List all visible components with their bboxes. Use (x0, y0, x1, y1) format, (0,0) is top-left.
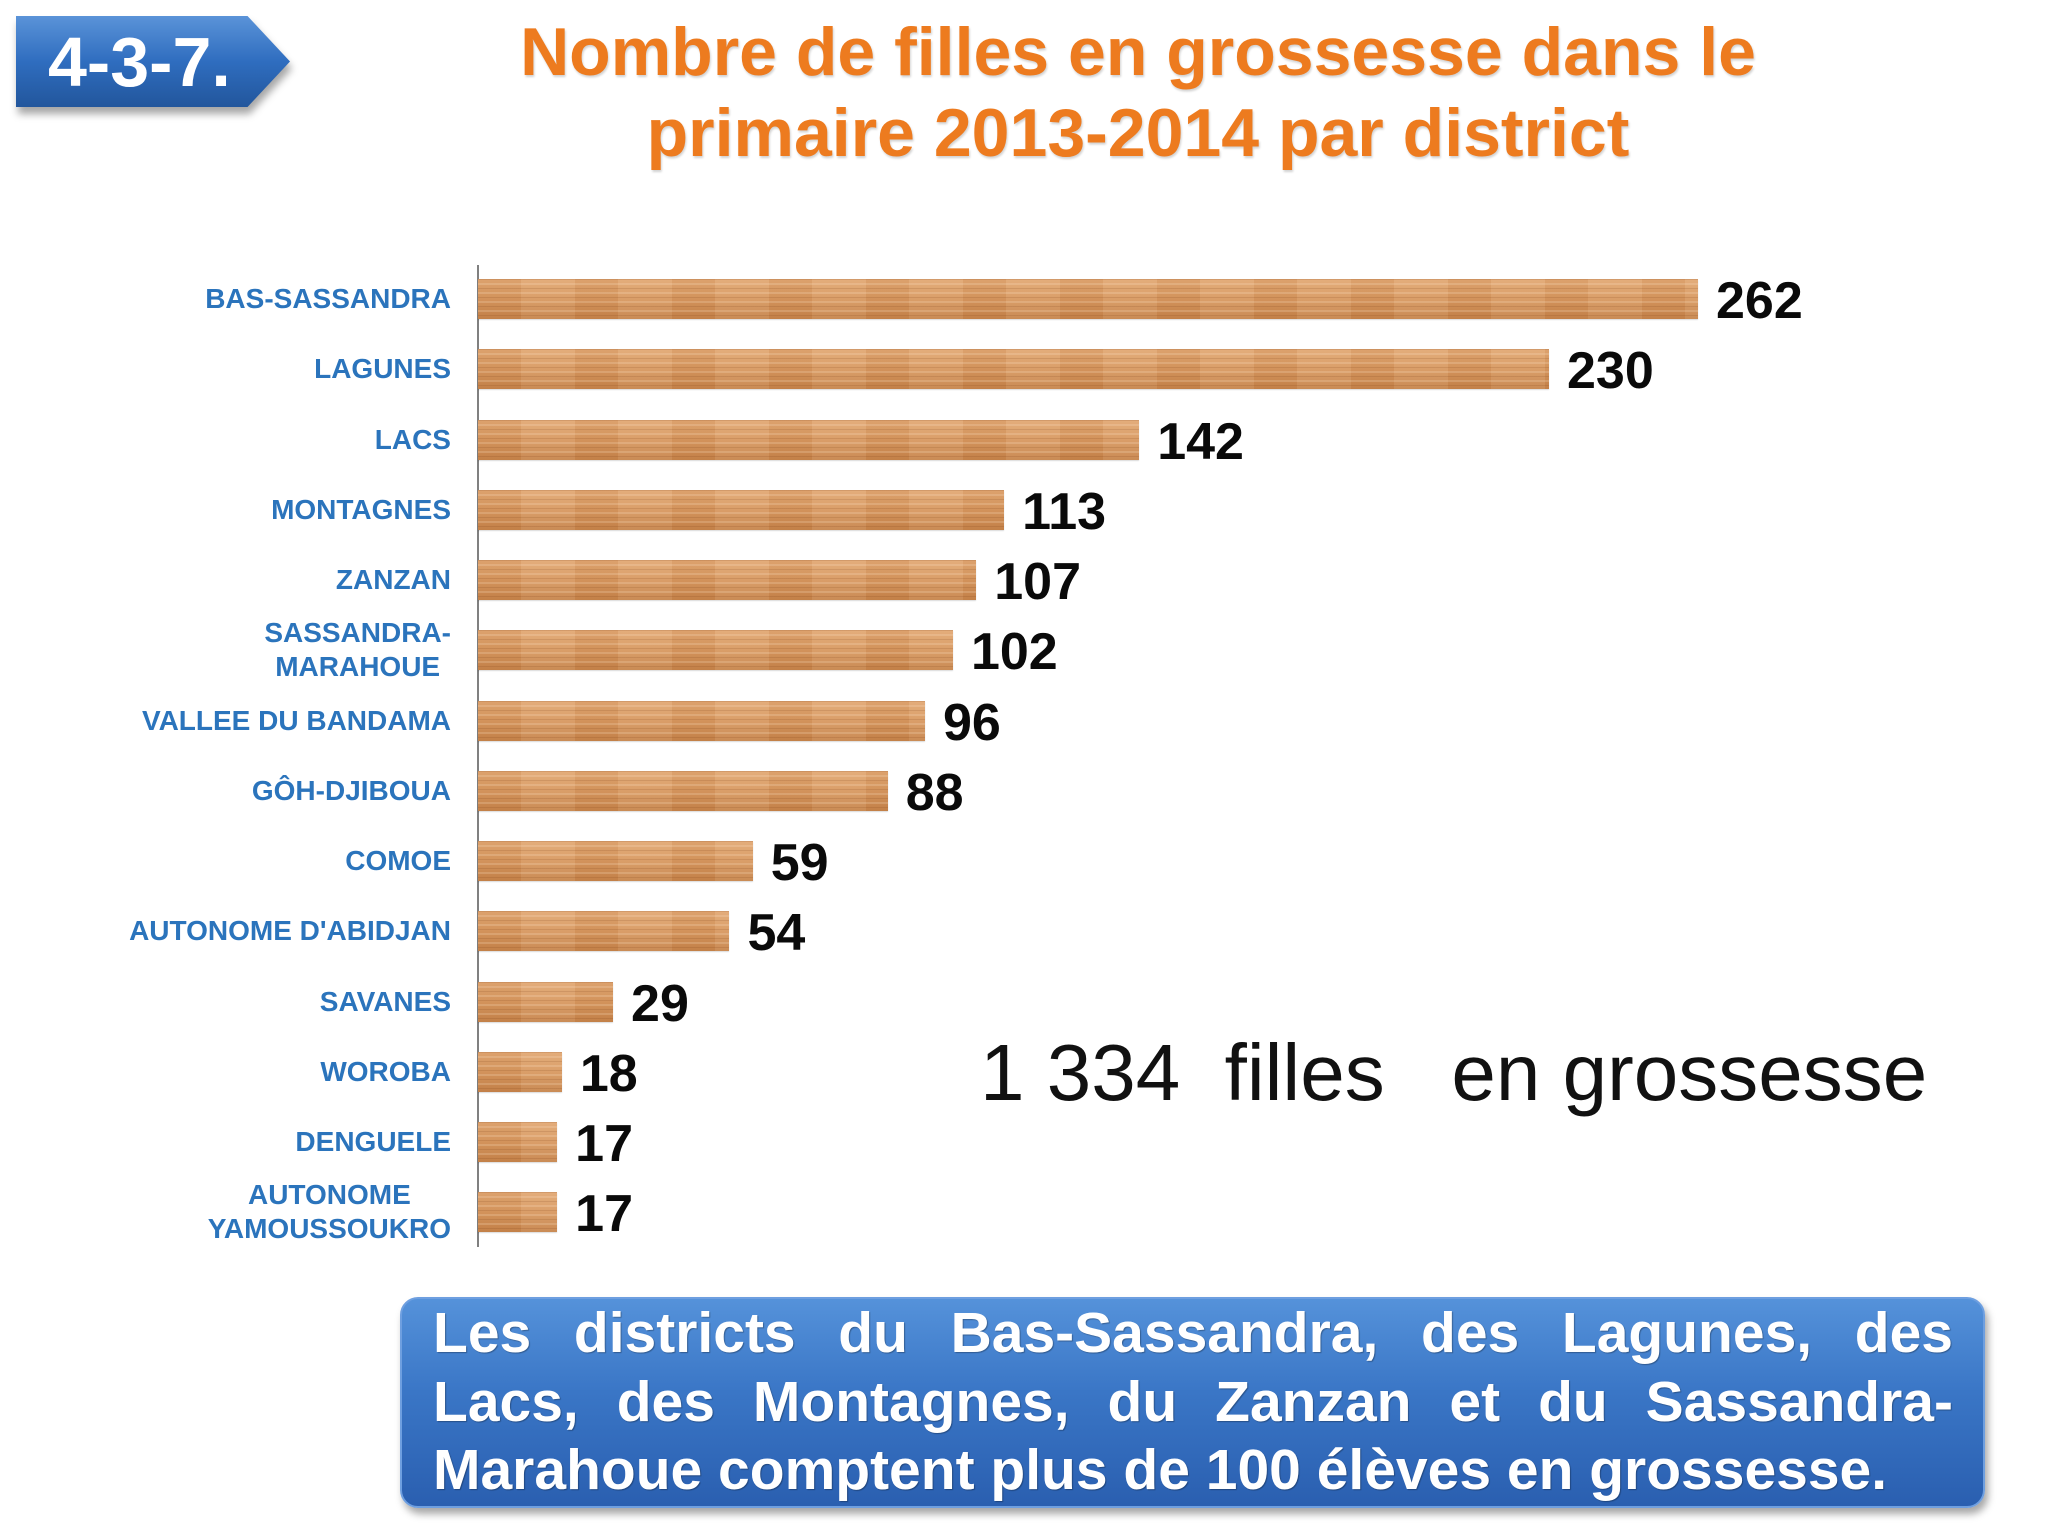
value-label-autonome-yamoussoukro: 17 (575, 1185, 633, 1244)
bar-autonome-yamoussoukro (478, 1192, 558, 1233)
bar-autonome-d-abidjan (478, 911, 730, 952)
section-number-badge: 4-3-7. (16, 16, 290, 107)
value-label-lacs: 142 (1157, 412, 1244, 471)
value-label-woroba: 18 (579, 1044, 638, 1103)
bar-goh-djiboua (478, 770, 888, 811)
bar-lacs (478, 419, 1140, 460)
category-label-sassandra-marahoue: SASSANDRA- MARAHOUE (264, 617, 451, 683)
bar-bas-sassandra (478, 279, 1698, 319)
chart-title-line-1: Nombre de filles en grossesse dans le (520, 14, 1756, 90)
value-label-denguele: 17 (575, 1115, 633, 1174)
category-label-autonome-d-abidjan: AUTONOME D'ABIDJAN (129, 915, 451, 947)
value-label-comoe: 59 (770, 834, 829, 893)
bar-chart: BAS-SASSANDRA 262 LAGUNES 230 LACS 142 MONTAGN… (129, 265, 1803, 1247)
value-label-vallee-du-bandama: 96 (943, 693, 1001, 752)
bar-savanes (478, 981, 614, 1022)
chart-title-line-2: primaire 2013-2014 par district (646, 95, 1630, 171)
bar-zanzan (478, 560, 977, 601)
value-label-montagnes: 113 (1022, 482, 1107, 541)
category-label-zanzan: ZANZAN (335, 564, 451, 596)
value-label-lagunes: 230 (1566, 342, 1654, 401)
value-label-goh-djiboua: 88 (905, 763, 964, 822)
total-summary-text: 1 334 filles en grossesse (980, 1028, 1928, 1117)
bar-lagunes (478, 349, 1549, 390)
bar-vallee-du-bandama (478, 700, 926, 741)
category-label-denguele: DENGUELE (295, 1126, 451, 1158)
bar-woroba (478, 1051, 562, 1092)
note-box: Les districts du Bas-Sassandra, des Lagu… (400, 1297, 1985, 1508)
value-label-autonome-d-abidjan: 54 (747, 904, 806, 963)
bar-denguele (478, 1122, 558, 1163)
chart-title: Nombre de filles en grossesse dans le pr… (300, 12, 1976, 174)
value-label-zanzan: 107 (994, 553, 1081, 612)
category-label-bas-sassandra: BAS-SASSANDRA (205, 283, 451, 314)
value-label-savanes: 29 (631, 974, 689, 1033)
category-label-woroba: WOROBA (320, 1055, 451, 1087)
category-label-lacs: LACS (374, 423, 451, 455)
badge-label: 4-3-7. (48, 23, 231, 101)
note-line-3: Marahoue comptent plus de 100 élèves en … (433, 1438, 1888, 1503)
bar-sassandra-marahoue (478, 630, 953, 671)
note-line-1: Les districts du Bas-Sassandra, des Lagu… (433, 1301, 1953, 1365)
category-label-lagunes: LAGUNES (314, 353, 451, 385)
value-label-sassandra-marahoue: 102 (970, 623, 1058, 682)
note-line-2: Lacs, des Montagnes, du Zanzan et du Sas… (433, 1369, 1953, 1434)
category-axis-line (477, 265, 479, 1247)
category-label-autonome-yamoussoukro: AUTONOME YAMOUSSOUKRO (207, 1179, 451, 1245)
category-label-montagnes: MONTAGNES (271, 493, 451, 525)
bar-montagnes (478, 489, 1005, 530)
category-label-savanes: SAVANES (319, 985, 451, 1017)
bar-comoe (478, 841, 753, 882)
category-label-goh-djiboua: GÔH-DJIBOUA (251, 774, 451, 806)
value-label-bas-sassandra: 262 (1716, 272, 1803, 330)
badge-arrow-shape (16, 16, 290, 107)
category-label-comoe: COMOE (345, 845, 451, 877)
category-label-vallee-du-bandama: VALLEE DU BANDAMA (141, 704, 451, 736)
